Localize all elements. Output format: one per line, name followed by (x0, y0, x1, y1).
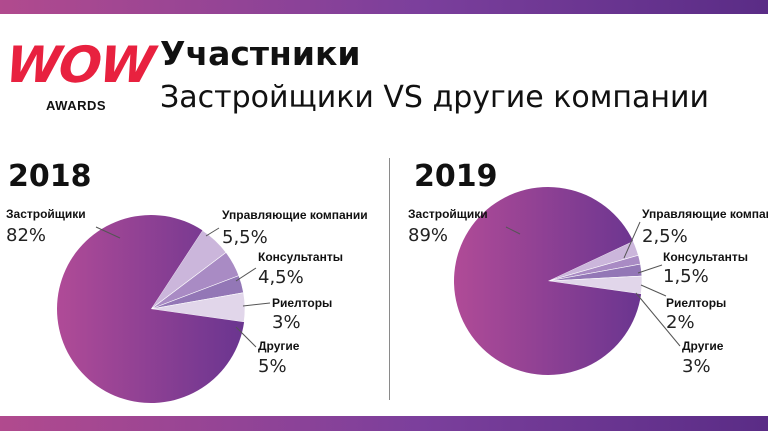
label-2018-developers: Застройщики (6, 207, 86, 221)
chart-2018-title: 2018 (8, 159, 92, 194)
top-accent-bar (0, 0, 768, 14)
pie-2019 (454, 187, 643, 376)
label-2019-realtors: Риелторы (666, 296, 727, 310)
page-subtitle: Застройщики VS другие компании (160, 80, 709, 115)
value-2018-realtors: 3% (272, 312, 301, 333)
wow-awards-logo: WOW AWARDS (3, 36, 156, 116)
label-2018-other: Другие (258, 339, 300, 353)
value-2018-consultants: 4,5% (258, 267, 304, 288)
label-2018-management: Управляющие компании (222, 208, 368, 222)
chart-2019-title: 2019 (414, 159, 498, 194)
value-2019-management: 2,5% (642, 226, 688, 247)
slice-2018-other (150, 292, 246, 323)
label-2019-other: Другие (682, 339, 724, 353)
value-2018-management: 5,5% (222, 227, 268, 248)
logo-caption: AWARDS (46, 98, 107, 113)
label-2019-developers: Застройщики (408, 207, 488, 221)
pie-2018 (57, 214, 246, 403)
slice-2018-developers (57, 214, 245, 403)
label-2019-management: Управляющие компании (642, 207, 768, 221)
value-2019-consultants: 1,5% (663, 266, 709, 287)
bottom-accent-bar (0, 416, 768, 431)
value-2019-realtors: 2% (666, 312, 695, 333)
value-2018-other: 5% (258, 356, 287, 377)
column-divider (389, 158, 390, 400)
value-2019-other: 3% (682, 356, 711, 377)
value-2018-developers: 82% (6, 225, 47, 246)
value-2019-developers: 89% (408, 225, 449, 246)
page-title: Участники (160, 34, 361, 73)
slice-2019-developers (454, 187, 642, 376)
label-2019-consultants: Консультанты (663, 250, 748, 264)
label-2018-realtors: Риелторы (272, 296, 333, 310)
label-2018-consultants: Консультанты (258, 250, 343, 264)
